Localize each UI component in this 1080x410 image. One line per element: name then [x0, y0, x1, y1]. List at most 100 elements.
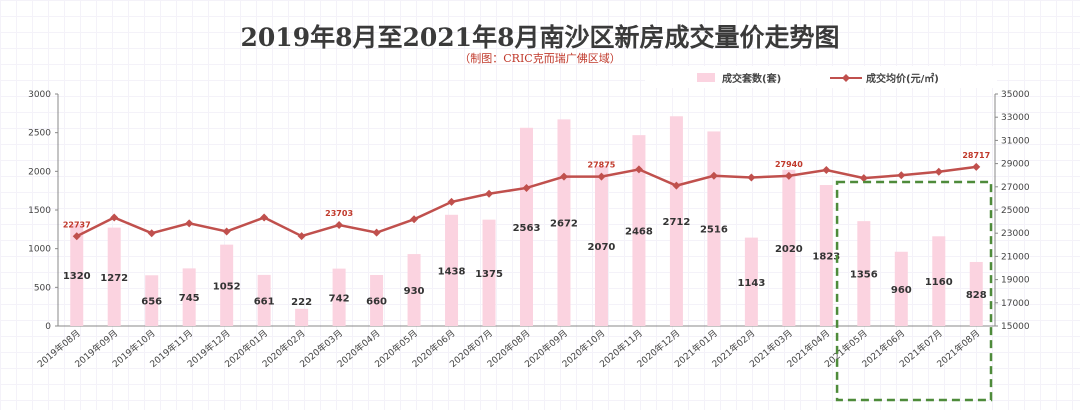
legend-marker	[842, 74, 850, 82]
bar-data-label: 2712	[662, 217, 690, 228]
bar-data-label: 2468	[625, 227, 653, 238]
y-tick-left-label: 1500	[28, 206, 51, 216]
bar-data-label: 960	[891, 285, 912, 296]
line-point	[859, 174, 868, 183]
line-point	[934, 167, 943, 176]
y-tick-left-label: 0	[45, 322, 51, 332]
line-point	[410, 215, 419, 224]
bar-data-label: 828	[966, 290, 987, 301]
line-point	[522, 183, 531, 192]
bar	[482, 219, 496, 326]
bar	[932, 236, 946, 326]
legend-swatch-bar	[697, 73, 715, 82]
bar-data-label: 1143	[737, 278, 765, 289]
chart-title: 2019年8月至2021年8月南沙区新房成交量价走势图	[240, 23, 840, 52]
y-tick-right-label: 15000	[1001, 322, 1030, 332]
line-point	[297, 232, 306, 241]
bar-data-label: 1272	[100, 273, 128, 284]
line-point	[784, 171, 793, 180]
y-tick-left-label: 2500	[28, 129, 51, 139]
y-tick-right-label: 35000	[1001, 90, 1030, 100]
bar-data-label: 656	[141, 297, 162, 308]
line-point	[147, 229, 156, 238]
y-tick-left-label: 3000	[28, 90, 51, 100]
line-data-label: 27940	[775, 160, 803, 169]
bar	[520, 127, 533, 326]
y-tick-right-label: 17000	[1001, 299, 1030, 309]
line-point	[260, 213, 269, 222]
bar	[257, 274, 271, 326]
bar-data-label: 1356	[850, 270, 878, 281]
y-tick-right-label: 23000	[1001, 229, 1030, 239]
line-point	[485, 189, 494, 198]
line-data-label: 27875	[588, 161, 616, 170]
y-tick-right-label: 29000	[1001, 160, 1030, 170]
bar	[70, 223, 84, 326]
y-tick-right-label: 31000	[1001, 136, 1030, 146]
bar	[220, 244, 234, 326]
bar-data-label: 2020	[775, 244, 803, 255]
y-tick-right-label: 33000	[1001, 113, 1030, 123]
y-tick-right-label: 19000	[1001, 276, 1030, 286]
line-point	[185, 219, 194, 228]
bar-data-label: 1823	[812, 252, 840, 263]
y-tick-left-label: 1000	[28, 245, 51, 255]
legend-label-line: 成交均价(元/㎡)	[866, 72, 939, 85]
y-tick-right-label: 21000	[1001, 252, 1030, 262]
bar	[332, 268, 346, 326]
y-tick-right-label: 27000	[1001, 183, 1030, 193]
bar	[707, 131, 721, 326]
line-point	[110, 213, 119, 222]
line-point	[972, 162, 981, 171]
legend-label-bar: 成交套数(套)	[722, 72, 781, 85]
line-point	[222, 227, 231, 236]
bar-data-label: 930	[404, 286, 425, 297]
bar	[107, 227, 121, 326]
bar	[295, 308, 309, 326]
line-data-label: 28717	[962, 151, 990, 160]
bar-data-label: 2563	[513, 223, 541, 234]
y-tick-left-label: 2000	[28, 167, 51, 177]
bar	[594, 165, 608, 326]
bar-data-label: 1160	[925, 277, 953, 288]
line-point	[747, 173, 756, 182]
bar	[407, 254, 421, 326]
bar	[744, 237, 758, 326]
bar	[445, 214, 459, 326]
bar-data-label: 745	[179, 293, 200, 304]
bar	[632, 135, 646, 326]
line-point	[709, 171, 718, 180]
bar	[669, 116, 683, 326]
line-data-label: 22737	[63, 220, 91, 229]
line-point	[822, 165, 831, 174]
y-tick-right-label: 25000	[1001, 206, 1030, 216]
bar	[969, 261, 983, 326]
bar-data-label: 1438	[438, 266, 466, 277]
line-point	[897, 171, 906, 180]
bar-data-label: 1320	[63, 271, 91, 282]
line-point	[559, 172, 568, 181]
bar	[557, 119, 571, 327]
legend-box	[645, 66, 997, 88]
line-point	[447, 197, 456, 206]
bar-data-label: 2516	[700, 225, 728, 236]
bar	[370, 274, 384, 326]
bar	[857, 221, 871, 326]
line-point	[372, 228, 381, 237]
bar-data-label: 661	[254, 296, 275, 307]
line-data-label: 23703	[325, 209, 353, 218]
line-point	[72, 232, 81, 241]
bar-data-label: 222	[291, 297, 312, 308]
bar	[145, 275, 159, 326]
line-point	[634, 165, 643, 174]
bar	[819, 185, 833, 326]
line-point	[597, 172, 606, 181]
line-point	[335, 221, 344, 230]
bar-data-label: 2672	[550, 219, 578, 230]
y-tick-left-label: 500	[34, 283, 51, 293]
bar	[894, 251, 908, 326]
bar-data-label: 1375	[475, 269, 503, 280]
bar-data-label: 742	[329, 293, 350, 304]
bar	[782, 169, 796, 326]
